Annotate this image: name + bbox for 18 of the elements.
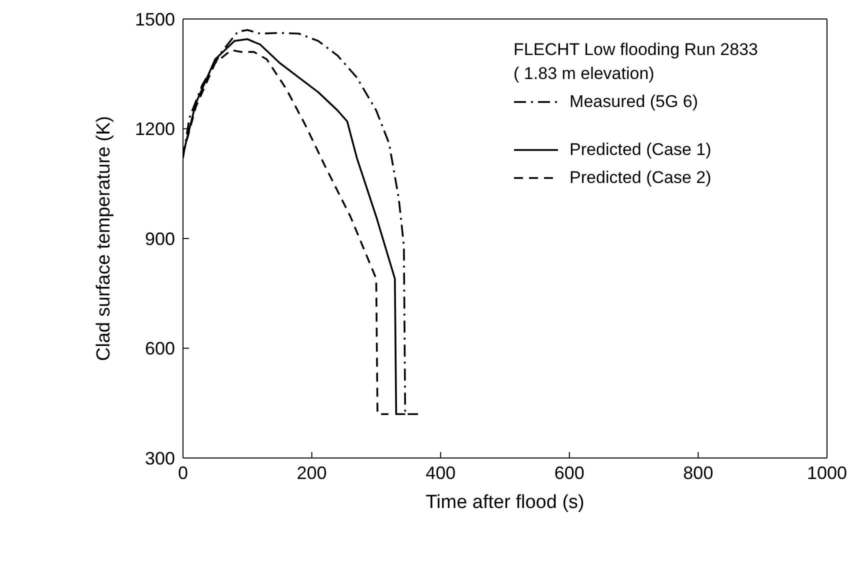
x-tick-label: 1000 — [806, 462, 848, 483]
legend-title: FLECHT Low flooding Run 2833 — [514, 39, 758, 61]
y-tick-label: 600 — [144, 338, 175, 359]
x-tick-label: 0 — [178, 462, 188, 483]
legend-label: Predicted (Case 1) — [570, 139, 712, 161]
y-tick-label: 300 — [144, 448, 175, 468]
x-tick-label: 200 — [296, 462, 327, 483]
legend-label: Predicted (Case 2) — [570, 167, 712, 189]
y-tick-label: 1500 — [134, 9, 175, 30]
y-tick-label: 900 — [144, 228, 175, 249]
text: ( 1.83 m elevation) — [514, 63, 656, 85]
x-axis-title: Time after flood (s) — [426, 492, 584, 513]
x-tick-label: 400 — [426, 462, 456, 483]
y-axis-title: Clad surface temperature (K) — [94, 116, 115, 361]
legend-label: Measured (5G 6) — [570, 91, 698, 113]
x-tick-label: 800 — [683, 462, 714, 483]
y-tick-label: 1200 — [134, 119, 175, 140]
x-tick-label: 600 — [554, 462, 584, 483]
